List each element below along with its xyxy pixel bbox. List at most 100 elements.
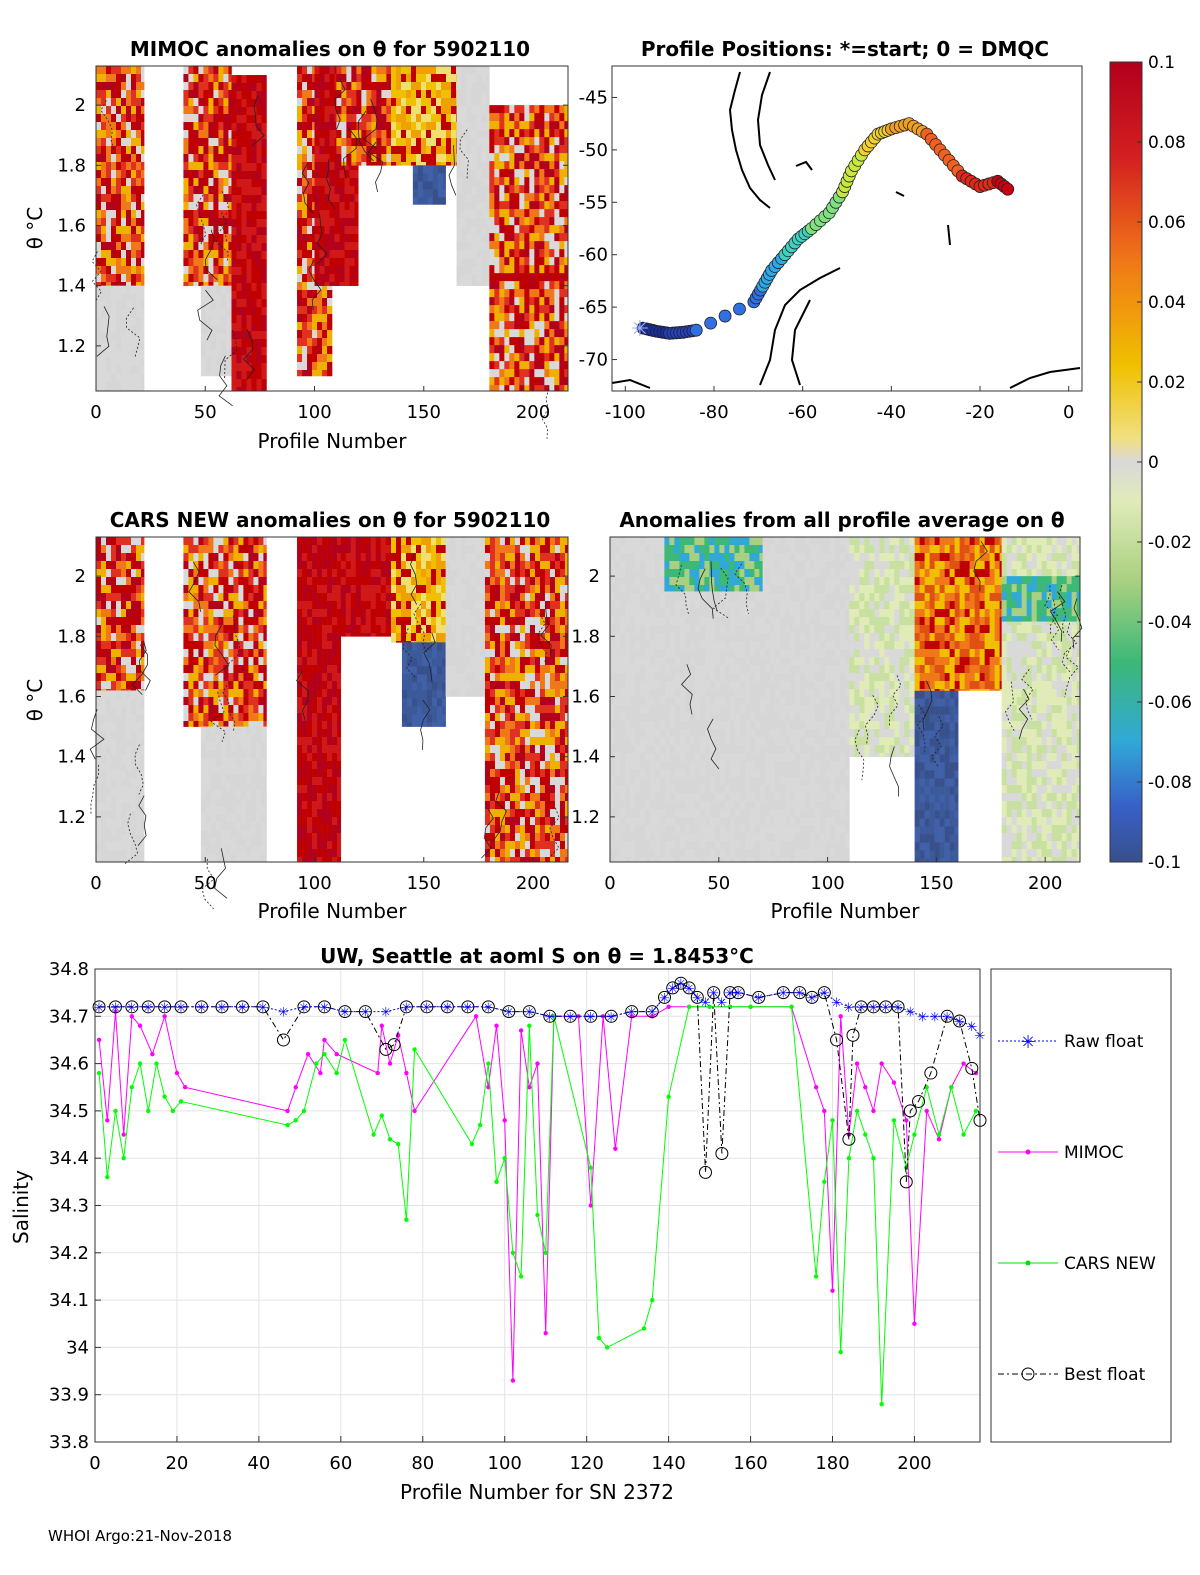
heat-cell xyxy=(470,673,476,682)
heat-cell xyxy=(307,633,313,642)
heat-cell xyxy=(210,333,217,342)
heat-cell xyxy=(238,697,244,706)
heat-cell xyxy=(297,585,303,594)
heat-cell xyxy=(329,250,335,259)
heat-cell xyxy=(141,746,145,755)
heat-cell xyxy=(210,798,217,807)
heat-cell xyxy=(193,122,199,131)
heat-cell xyxy=(322,849,328,858)
heat-cell xyxy=(480,657,486,666)
heat-cell xyxy=(366,154,372,163)
heat-cell xyxy=(466,186,472,195)
heat-cell xyxy=(231,299,237,308)
heat-cell xyxy=(297,553,303,562)
heat-cell xyxy=(350,593,357,602)
heat-cell xyxy=(391,553,397,562)
heat-cell xyxy=(322,825,328,834)
heat-cell xyxy=(203,250,209,259)
heat-cell xyxy=(225,822,232,831)
heat-cell xyxy=(106,309,112,318)
heat-cell xyxy=(183,106,189,115)
heat-cell xyxy=(246,347,252,356)
heat-cell xyxy=(256,371,262,380)
heat-cell xyxy=(480,577,486,586)
heat-cell xyxy=(253,617,259,626)
heat-cell xyxy=(126,810,132,819)
heat-cell xyxy=(549,369,555,378)
heat-cell xyxy=(307,609,313,618)
heat-cell xyxy=(263,721,267,727)
heat-cell xyxy=(297,154,303,163)
heat-cell xyxy=(411,130,417,139)
heat-cell xyxy=(317,825,323,834)
contour-line xyxy=(197,289,214,341)
heat-cell xyxy=(183,633,189,642)
heat-cell xyxy=(121,242,127,251)
heat-cell xyxy=(529,241,535,250)
heat-cell xyxy=(106,689,112,691)
heat-cell xyxy=(504,225,510,234)
heat-cell xyxy=(205,357,212,366)
heat-cell xyxy=(344,170,350,179)
heat-cell xyxy=(302,633,308,642)
heat-cell xyxy=(297,218,303,227)
heat-cell xyxy=(494,273,500,282)
heat-cell xyxy=(208,106,214,115)
heat-cell xyxy=(101,858,107,863)
heat-cell xyxy=(350,585,357,594)
heat-cell xyxy=(484,561,491,570)
colorbar-tick-label: 0.02 xyxy=(1148,373,1186,393)
heat-cell xyxy=(445,673,451,682)
heat-cell xyxy=(519,145,525,154)
heat-cell xyxy=(101,842,107,851)
heat-cell xyxy=(240,782,247,791)
heat-cell xyxy=(529,313,535,322)
heat-cell xyxy=(406,585,412,594)
heat-cell xyxy=(329,266,335,275)
heat-cell xyxy=(416,714,423,723)
heat-cell xyxy=(319,242,325,251)
heat-cell xyxy=(329,82,335,91)
heat-cell xyxy=(456,66,457,75)
heat-cell xyxy=(470,577,476,586)
heat-cell xyxy=(116,293,122,302)
heat-cell xyxy=(465,537,471,546)
heat-cell xyxy=(260,726,267,735)
heat-cell xyxy=(250,774,257,783)
heat-cell xyxy=(241,203,247,212)
heat-cell xyxy=(327,625,333,634)
heat-cell xyxy=(131,373,137,382)
heat-cell xyxy=(230,317,232,326)
heat-cell xyxy=(504,241,510,250)
heat-cell xyxy=(421,690,428,699)
colorbar-tick-label: -0.02 xyxy=(1148,533,1192,553)
heat-cell xyxy=(223,266,229,275)
heat-cell xyxy=(349,178,355,187)
heat-cell xyxy=(106,810,112,819)
heat-cell xyxy=(564,321,569,330)
heat-cell xyxy=(376,146,382,155)
heat-cell xyxy=(111,754,117,763)
heat-cell xyxy=(302,689,308,698)
heat-cell xyxy=(116,746,122,755)
heat-cell xyxy=(317,346,323,355)
heat-cell xyxy=(265,846,267,855)
heat-cell xyxy=(246,155,252,164)
heat-cell xyxy=(307,825,313,834)
heat-cell xyxy=(476,98,482,107)
heat-cell xyxy=(455,681,461,690)
heat-cell xyxy=(489,337,495,346)
heat-cell xyxy=(111,210,117,219)
heat-cell xyxy=(426,98,432,107)
heat-cell xyxy=(401,66,407,75)
heat-cell xyxy=(549,305,555,314)
heat-cell xyxy=(215,758,222,767)
heat-cell xyxy=(243,585,249,594)
heat-cell xyxy=(307,713,313,722)
heat-cell xyxy=(253,601,259,610)
heat-cell xyxy=(203,138,209,147)
heat-cell xyxy=(481,210,487,219)
heat-cell xyxy=(251,195,257,204)
heat-cell xyxy=(412,197,419,205)
heat-cell xyxy=(208,194,214,203)
